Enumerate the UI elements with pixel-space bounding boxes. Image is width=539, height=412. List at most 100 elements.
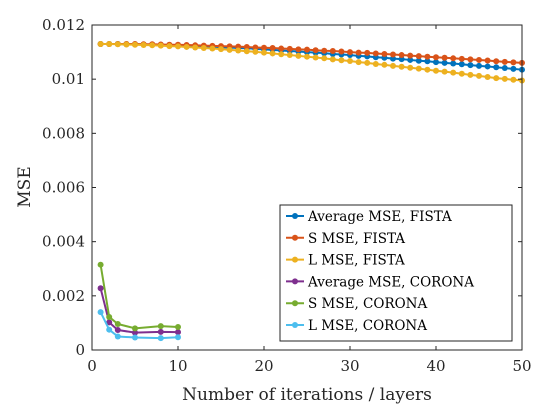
x-tick-label: 30 [340,357,359,375]
data-point [175,323,181,330]
data-point [132,334,138,341]
data-point [97,309,104,316]
data-point [329,48,336,54]
data-point [295,46,302,53]
legend-entry: Average MSE, CORONA [286,274,474,290]
data-point [243,43,250,50]
data-point [295,52,302,59]
data-point [501,75,508,82]
data-point [372,50,379,57]
data-point [106,40,113,47]
data-point [312,54,319,61]
legend-swatch-marker [292,278,298,285]
data-point [398,63,405,70]
data-point [166,43,173,50]
data-point [226,46,233,53]
data-point [157,323,164,330]
data-point [304,46,310,53]
data-point [261,44,267,51]
data-point [157,328,164,335]
y-axis-label: MSE [15,166,35,207]
data-point [97,285,104,292]
data-point [97,261,104,268]
data-point [433,59,439,66]
data-point [450,60,457,67]
legend-swatch-marker [292,322,298,328]
legend-entry: S MSE, CORONA [286,296,427,312]
series-6 [97,309,181,342]
data-point [278,45,285,52]
data-point [235,47,242,54]
data-point [304,53,310,60]
data-point [175,43,181,50]
data-point [269,45,276,52]
legend-label: S MSE, CORONA [308,296,427,312]
data-point [175,334,181,341]
data-point [364,49,371,56]
data-point [338,57,345,64]
data-point [243,48,250,55]
data-point [467,56,474,63]
data-point [510,76,517,83]
legend-swatch-marker [292,256,298,263]
data-point [114,326,121,333]
data-point [441,59,448,66]
data-point [312,47,319,54]
data-point [261,49,267,56]
y-tick-label: 0.002 [42,287,85,305]
data-point [355,59,362,66]
x-tick-label: 20 [254,357,273,375]
data-point [390,51,396,58]
data-point [510,59,517,66]
legend-swatch-marker [292,213,298,219]
data-point [407,52,414,59]
data-point [415,53,422,60]
x-tick-label: 40 [426,357,445,375]
x-axis-label: Number of iterations / layers [182,385,432,405]
data-point [433,67,439,74]
data-point [450,55,457,62]
data-point [476,62,482,69]
data-point [106,319,113,326]
legend-label: Average MSE, CORONA [307,274,474,290]
data-point [183,43,190,50]
data-point [347,49,353,56]
data-point [149,42,156,49]
data-point [501,65,508,72]
data-point [132,325,138,332]
data-point [132,329,138,336]
legend: Average MSE, FISTA S MSE, FISTA L MSE, FIS… [279,204,513,342]
data-point [338,48,345,55]
data-point [381,50,388,57]
data-point [398,52,405,59]
data-point [364,59,371,66]
data-point [433,54,439,61]
x-tick-label: 50 [512,357,531,375]
data-point [114,333,121,340]
data-point [493,58,500,65]
legend-label: L MSE, FISTA [308,253,405,269]
data-point [347,58,353,65]
data-point [372,61,379,67]
data-point [493,64,500,71]
legend-entries: Average MSE, FISTA S MSE, FISTA L MSE, FIS… [286,209,474,334]
data-point [218,46,224,53]
data-point [458,55,465,62]
data-point [157,42,164,49]
data-point [278,51,285,58]
data-point [484,57,491,64]
data-point [510,65,517,72]
legend-entry: L MSE, FISTA [286,253,405,269]
data-point [493,75,500,82]
data-point [321,47,328,54]
series-layer [97,40,525,342]
data-point [209,45,216,52]
data-point [123,41,130,48]
data-point [407,64,414,71]
data-point [114,41,121,48]
data-point [424,53,431,60]
y-tick-label: 0.006 [42,179,85,197]
y-tick-label: 0.01 [52,70,85,88]
data-point [441,68,448,75]
legend-box [279,204,513,342]
